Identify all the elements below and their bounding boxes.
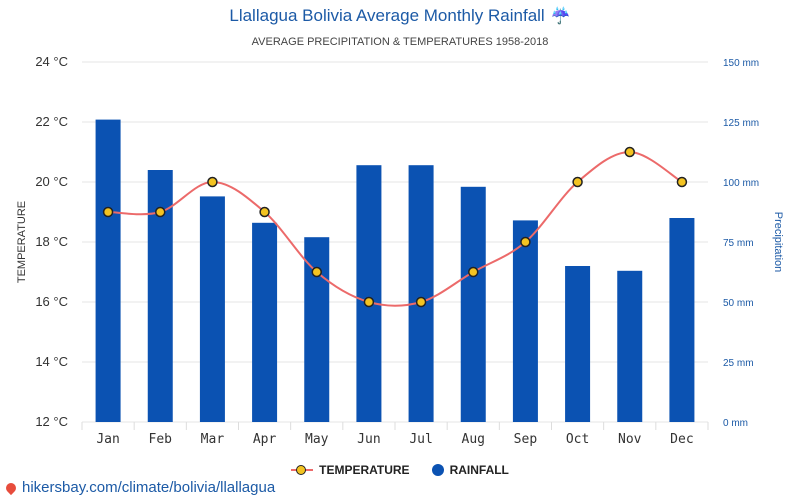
y-right-axis-title: Precipitation (772, 212, 784, 273)
x-tick-label: Dec (670, 432, 693, 447)
x-tick-label: Aug (462, 432, 485, 447)
y-right-tick-label: 50 mm (723, 298, 754, 309)
temperature-point (207, 176, 218, 188)
x-tick-label: Jul (409, 432, 432, 447)
legend-item-temperature[interactable]: TEMPERATURE (291, 463, 410, 477)
source-link-text: hikersbay.com/climate/bolivia/llallagua (22, 479, 276, 496)
x-tick-label: Oct (566, 432, 589, 447)
chart-canvas: 24 °C 22 °C 20 °C 18 °C 16 °C 14 °C 12 °C 150 m… (16, 54, 784, 447)
rainfall-bar (95, 119, 121, 422)
y-right-tick-label: 150 mm (723, 58, 759, 69)
x-tick-label: Mar (201, 432, 225, 447)
y-right-tick-label: 100 mm (723, 178, 759, 189)
legend-rainfall-label: RAINFALL (449, 463, 509, 477)
y-left-tick-label: 16 °C (35, 294, 68, 309)
rainfall-bar (408, 165, 434, 422)
temperature-point (520, 236, 531, 248)
x-tick-label: May (305, 432, 329, 447)
rainfall-bar (512, 220, 538, 422)
temperature-line (108, 150, 683, 307)
umbrella-rain-icon: ☔ (550, 8, 571, 25)
temperature-point (259, 206, 270, 218)
legend-temperature-marker (291, 464, 314, 476)
temperature-point (572, 176, 583, 188)
y-left-tick-label: 24 °C (35, 54, 68, 69)
temperature-point (155, 206, 166, 218)
rainfall-bar (199, 196, 225, 422)
x-tick-label: Apr (253, 432, 277, 447)
chart-legend: TEMPERATURE RAINFALL (0, 463, 800, 477)
temperature-point (676, 176, 688, 188)
temperature-point (311, 266, 322, 278)
x-tick-label: Feb (149, 432, 173, 447)
y-left-tick-label: 22 °C (35, 114, 68, 129)
rainfall-bar (617, 270, 643, 422)
chart-title-text: Llallagua Bolivia Average Monthly Rainfa… (229, 6, 545, 25)
rainfall-bar (669, 218, 695, 422)
rainfall-bar (460, 186, 486, 422)
y-left-tick-label: 18 °C (35, 234, 68, 249)
x-tick-label: Jan (96, 432, 119, 447)
temperature-point (363, 296, 375, 308)
y-left-tick-label: 14 °C (35, 354, 68, 369)
rainfall-bar (252, 222, 278, 422)
temperature-point (102, 206, 114, 218)
y-left-axis-title: TEMPERATURE (16, 201, 28, 283)
map-pin-icon (3, 480, 19, 495)
legend-temperature-label: TEMPERATURE (319, 463, 410, 477)
rainfall-bar (304, 237, 330, 422)
x-tick-label: Sep (514, 432, 538, 447)
rainfall-bar (565, 266, 591, 422)
y-right-tick-label: 0 mm (723, 418, 748, 429)
y-right-tick-label: 75 mm (723, 238, 754, 249)
y-right-tick-label: 125 mm (723, 118, 759, 129)
chart-subtitle: AVERAGE PRECIPITATION & TEMPERATURES 195… (251, 36, 549, 48)
rainfall-bar (356, 165, 382, 422)
legend-item-rainfall[interactable]: RAINFALL (431, 463, 509, 477)
legend-rainfall-marker (431, 464, 444, 476)
chart-title: Llallagua Bolivia Average Monthly Rainfa… (0, 6, 800, 26)
temperature-point (624, 146, 635, 158)
y-left-tick-label: 12 °C (35, 414, 68, 429)
x-tick-label: Jun (357, 432, 380, 447)
temperature-point (468, 266, 479, 278)
source-link[interactable]: hikersbay.com/climate/bolivia/llallagua (3, 479, 276, 496)
y-right-tick-label: 25 mm (723, 358, 754, 369)
temperature-point (415, 296, 427, 308)
y-left-tick-label: 20 °C (35, 174, 68, 189)
x-tick-label: Nov (618, 432, 642, 447)
